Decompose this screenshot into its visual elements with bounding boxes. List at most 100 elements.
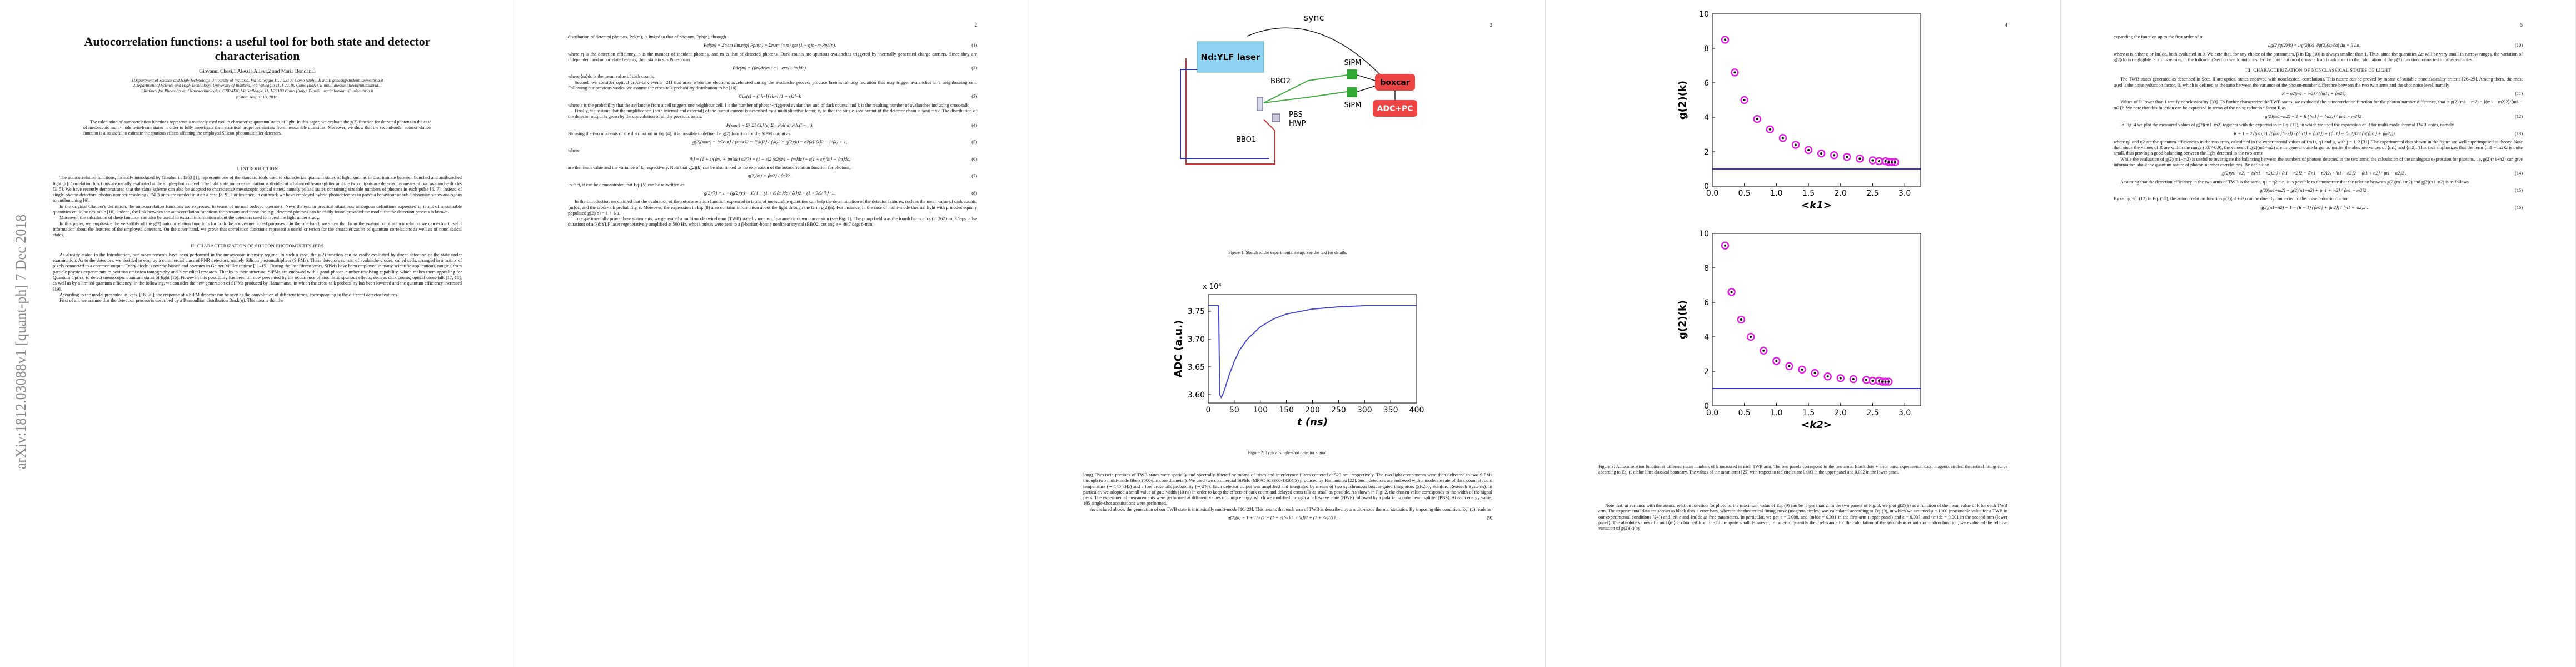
x-tick-label: 0	[1206, 406, 1211, 415]
axis-multiplier: x 10⁴	[1203, 283, 1222, 291]
x-tick-label: 1.5	[1802, 189, 1815, 198]
plot-frame	[1712, 233, 1921, 406]
paragraph: In Fig. 4 we plot the measured values of…	[2120, 122, 2454, 128]
y-tick-label: 3.60	[1188, 391, 1205, 400]
title: Autocorrelation functions: a useful tool…	[84, 34, 431, 63]
x-tick-label: 2.0	[1835, 189, 1847, 198]
paragraph: As declared above, the generation of our…	[1090, 506, 1492, 512]
data-point	[1878, 160, 1880, 163]
equation-text: g(2)(n1+n2) = ⟨:(n1 − n2)2:⟩ / ⟨n1 − n2⟩…	[2222, 171, 2406, 176]
data-point	[1871, 380, 1874, 382]
x-tick-label: 300	[1357, 406, 1372, 415]
sync-cable	[1247, 27, 1381, 76]
y-axis-label: ADC (a.u.)	[1173, 320, 1184, 377]
page-number: 3	[1489, 22, 1493, 28]
data-point	[1852, 377, 1855, 380]
y-tick-label: 3.70	[1188, 335, 1205, 344]
label: boxcar	[1380, 78, 1409, 87]
equation: g(2)(m1+m2) = g(2)(n1+n2) + ⟨m1 + m2⟩ / …	[2114, 188, 2523, 193]
fit-point	[1856, 155, 1864, 163]
cable	[1357, 74, 1376, 92]
body: Note that, at variance with the autocorr…	[1598, 503, 2007, 531]
paragraph: distribution of detected photons, Pel(m)…	[568, 34, 726, 39]
x-tick-label: 250	[1331, 406, 1346, 415]
fit-point	[1721, 36, 1730, 44]
data-point	[1762, 349, 1765, 352]
affiliation: 3Institute for Photonics and Nanotechnol…	[141, 88, 373, 93]
equation-text: R = σ2(m1 − m2) / (⟨m1⟩ + ⟨m2⟩).	[2281, 91, 2347, 97]
crystal	[1257, 97, 1263, 111]
laser-box	[1197, 41, 1264, 73]
paragraph: The autocorrelation functions, formally …	[53, 175, 462, 203]
data-point	[1743, 99, 1746, 101]
paragraph: where ⟨m⟩dc is the mean value of dark co…	[568, 74, 655, 79]
y-tick-label: 8	[1704, 264, 1709, 273]
x-tick-label: 350	[1383, 406, 1398, 415]
equation: Δg(2)/g(2)(k) ≈ 1/g(2)(k) |∂g(2)(k)/∂α| …	[2114, 43, 2523, 48]
x-tick-label: 3.0	[1899, 189, 1911, 198]
x-tick-label: 2.0	[1835, 409, 1847, 417]
fit-point	[1737, 315, 1746, 324]
y-axis-label: g(2)(k)	[1677, 300, 1688, 339]
data-point	[1881, 380, 1884, 383]
authors: Giovanni Chesi,1 Alessia Allevi,2 and Ma…	[199, 69, 316, 74]
figure-caption: Figure 3: Autocorrelation function at di…	[1598, 464, 2007, 475]
data-point	[1833, 154, 1836, 157]
equation-text: g(2)(n1+n2) = 1 − (R − 1) (⟨m1⟩ + ⟨m2⟩) …	[2260, 205, 2368, 210]
data-point	[1871, 159, 1874, 162]
x-tick-label: 2.5	[1866, 409, 1879, 417]
paragraph: Moreover, the calculation of these funct…	[59, 215, 320, 221]
data-point	[1839, 377, 1842, 380]
paragraph: expanding the function up to the first o…	[2114, 34, 2203, 39]
equation: Cl,k(ε) = (l k−l) εk−l (1 − ε)2l−k (3)	[568, 94, 977, 99]
paragraph: In the original Glauber's definition, th…	[53, 203, 462, 215]
label: BBO2	[1270, 77, 1291, 86]
paragraph: As already stated in the Introduction, o…	[53, 252, 462, 292]
data-point	[1724, 244, 1727, 247]
fit-point	[1740, 96, 1748, 104]
y-tick-label: 10	[1699, 10, 1709, 19]
heading: I. INTRODUCTION	[236, 166, 278, 171]
paragraph: To experimentally prove these statements…	[568, 216, 977, 227]
paragraph: where η is the detection efficiency, n i…	[568, 51, 977, 62]
paragraph: where η1 and η2 are the quantum efficien…	[2114, 139, 2523, 156]
label: HWP	[1289, 120, 1306, 128]
plot-frame	[1208, 294, 1417, 404]
equation-number: (7)	[971, 173, 977, 179]
heading: III. CHARACTERIZATION OF NONCLASSICAL ST…	[2245, 68, 2391, 73]
page-number: 4	[2005, 22, 2008, 28]
x-tick-label: 3.0	[1899, 409, 1911, 417]
y-tick-label: 6	[1704, 298, 1709, 307]
equation-number: (8)	[971, 190, 977, 196]
label: ADC+PC	[1377, 104, 1413, 113]
body: I. INTRODUCTION The autocorrelation func…	[53, 161, 462, 304]
data-point	[1887, 161, 1890, 163]
data-point	[1788, 365, 1791, 367]
y-tick-label: 3.75	[1188, 307, 1205, 316]
paragraph: The TWB states generated as described in…	[2114, 77, 2523, 88]
paragraph: By using Eq. (12) in Eq. (15), the autoc…	[2114, 196, 2348, 202]
signal-line	[1208, 305, 1417, 399]
equation-text: g(2)(m1+m2) = g(2)(n1+n2) + ⟨m1 + m2⟩ / …	[2260, 187, 2369, 193]
equation: g(2)(k) = 1 + (g(2)(n) − 1)(1 − (1 + ε)⟨…	[568, 191, 977, 196]
fit-point	[1721, 241, 1730, 250]
y-tick-label: 0	[1704, 182, 1709, 191]
body: expanding the function up to the first o…	[2114, 34, 2523, 213]
page-2: 2 distribution of detected photons, Pel(…	[515, 0, 1030, 667]
beam	[1263, 74, 1348, 103]
affiliations: 1Department of Science and High Technolo…	[83, 78, 431, 100]
data-point	[1750, 336, 1752, 338]
x-axis-label: t (ns)	[1297, 416, 1328, 428]
beam	[1185, 58, 1275, 165]
equation: g(2)(k) = 1 + 1/μ (1 − (1 + ε)⟨m⟩dc / ⟨k…	[1083, 515, 1492, 521]
data-point	[1891, 161, 1894, 163]
paragraph: where α is either ε or ⟨m⟩dc, both evalu…	[2114, 51, 2523, 62]
equation-text: R = 1 − 2√(η1η2) √(⟨m1⟩⟨m2⟩) / (⟨m1⟩ + ⟨…	[2234, 131, 2395, 136]
equation-text: Pel(m) = Σn≥m Bm,n(η) Pph(n) = Σn≥m (n m…	[704, 43, 836, 48]
x-axis-label: <k1>	[1801, 200, 1832, 211]
paragraph: Finally, we assume that the amplificatio…	[568, 108, 977, 120]
equation: P(xout) = Σk Σl Cl,k(ε) Σm Pel(m) Pdc(l …	[568, 123, 977, 128]
y-tick-label: 2	[1704, 367, 1709, 376]
paragraph: where ε is the probability that the aval…	[568, 102, 970, 108]
